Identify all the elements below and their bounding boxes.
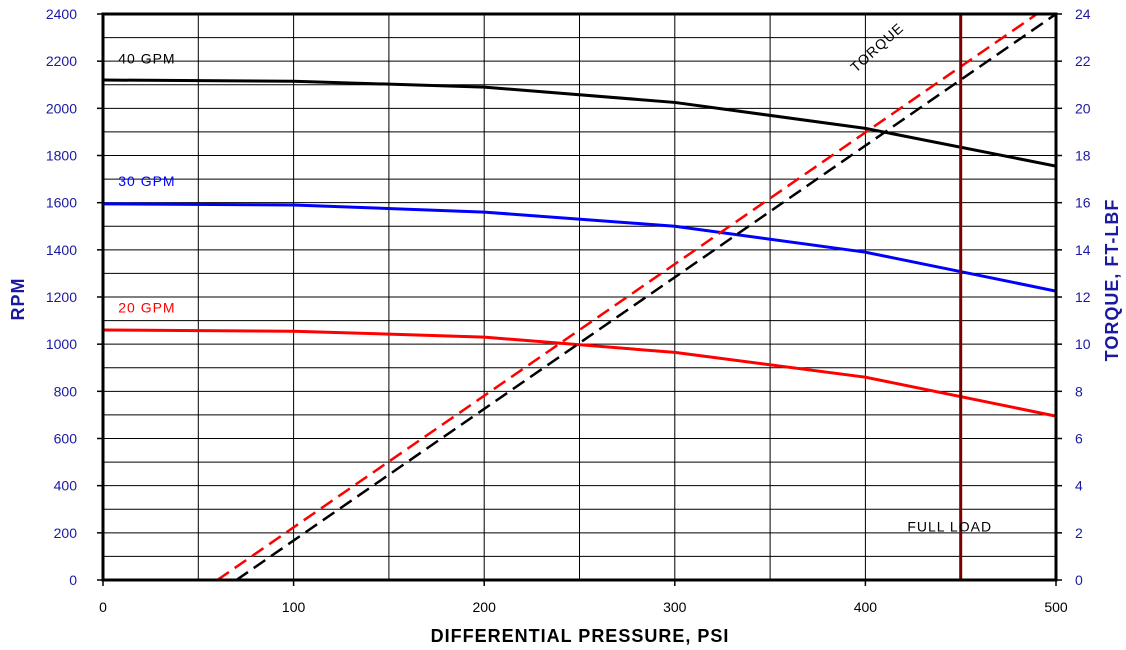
annotation-label: 30 GPM: [118, 173, 175, 189]
x-tick-label: 400: [854, 599, 878, 615]
y-tick-label: 1800: [46, 148, 77, 164]
y2-tick-label: 12: [1075, 289, 1091, 305]
y-tick-label: 200: [54, 525, 78, 541]
y-axis-title: RPM: [8, 278, 28, 321]
y-tick-label: 2200: [46, 53, 77, 69]
y-tick-label: 1000: [46, 336, 77, 352]
y2-tick-label: 18: [1075, 148, 1091, 164]
series-layer: [103, 14, 1056, 580]
y-tick-label: 1400: [46, 242, 77, 258]
y2-tick-label: 0: [1075, 572, 1083, 588]
series-20-gpm: [103, 328, 1056, 418]
annotation-label: TORQUE: [847, 19, 906, 75]
y2-tick-label: 10: [1075, 336, 1091, 352]
x-axis-title: DIFFERENTIAL PRESSURE, PSI: [431, 626, 730, 646]
y2-axis-title: TORQUE, FT-LBF: [1102, 199, 1122, 362]
x-tick-label: 0: [99, 599, 107, 615]
series-40-gpm: [103, 78, 1056, 168]
y-tick-label: 0: [69, 572, 77, 588]
y2-tick-label: 8: [1075, 383, 1083, 399]
annotations: 40 GPM 30 GPM 20 GPM TORQUE FULL LOAD: [118, 19, 992, 535]
torque-line-red: [216, 14, 1038, 580]
grid: [103, 14, 1056, 580]
y-tick-label: 800: [54, 383, 78, 399]
y-tick-label: 1200: [46, 289, 77, 305]
series-30-gpm: [103, 202, 1056, 293]
annotation-label: 20 GPM: [118, 299, 175, 315]
plot-area: [103, 14, 1056, 580]
x-tick-label: 500: [1044, 599, 1068, 615]
x-tick-label: 200: [473, 599, 497, 615]
y2-tick-label: 6: [1075, 431, 1083, 447]
y2-tick-label: 16: [1075, 195, 1091, 211]
y-tick-label: 1600: [46, 195, 77, 211]
annotation-label: 40 GPM: [118, 51, 175, 67]
y2-tick-label: 2: [1075, 525, 1083, 541]
y-tick-label: 600: [54, 431, 78, 447]
y-tick-label: 2400: [46, 6, 77, 22]
y2-tick-label: 4: [1075, 478, 1083, 494]
y-tick-label: 400: [54, 478, 78, 494]
torque-line-black: [235, 14, 1056, 580]
y2-tick-label: 24: [1075, 6, 1091, 22]
y2-tick-label: 20: [1075, 100, 1091, 116]
annotation-label: FULL LOAD: [907, 519, 992, 535]
x-tick-label: 100: [282, 599, 306, 615]
y2-tick-label: 22: [1075, 53, 1091, 69]
tick-labels: 0 100 200 300 400 500020040060080010001200140…: [46, 6, 1091, 615]
y-tick-label: 2000: [46, 100, 77, 116]
y2-tick-label: 14: [1075, 242, 1091, 258]
x-tick-label: 300: [663, 599, 687, 615]
